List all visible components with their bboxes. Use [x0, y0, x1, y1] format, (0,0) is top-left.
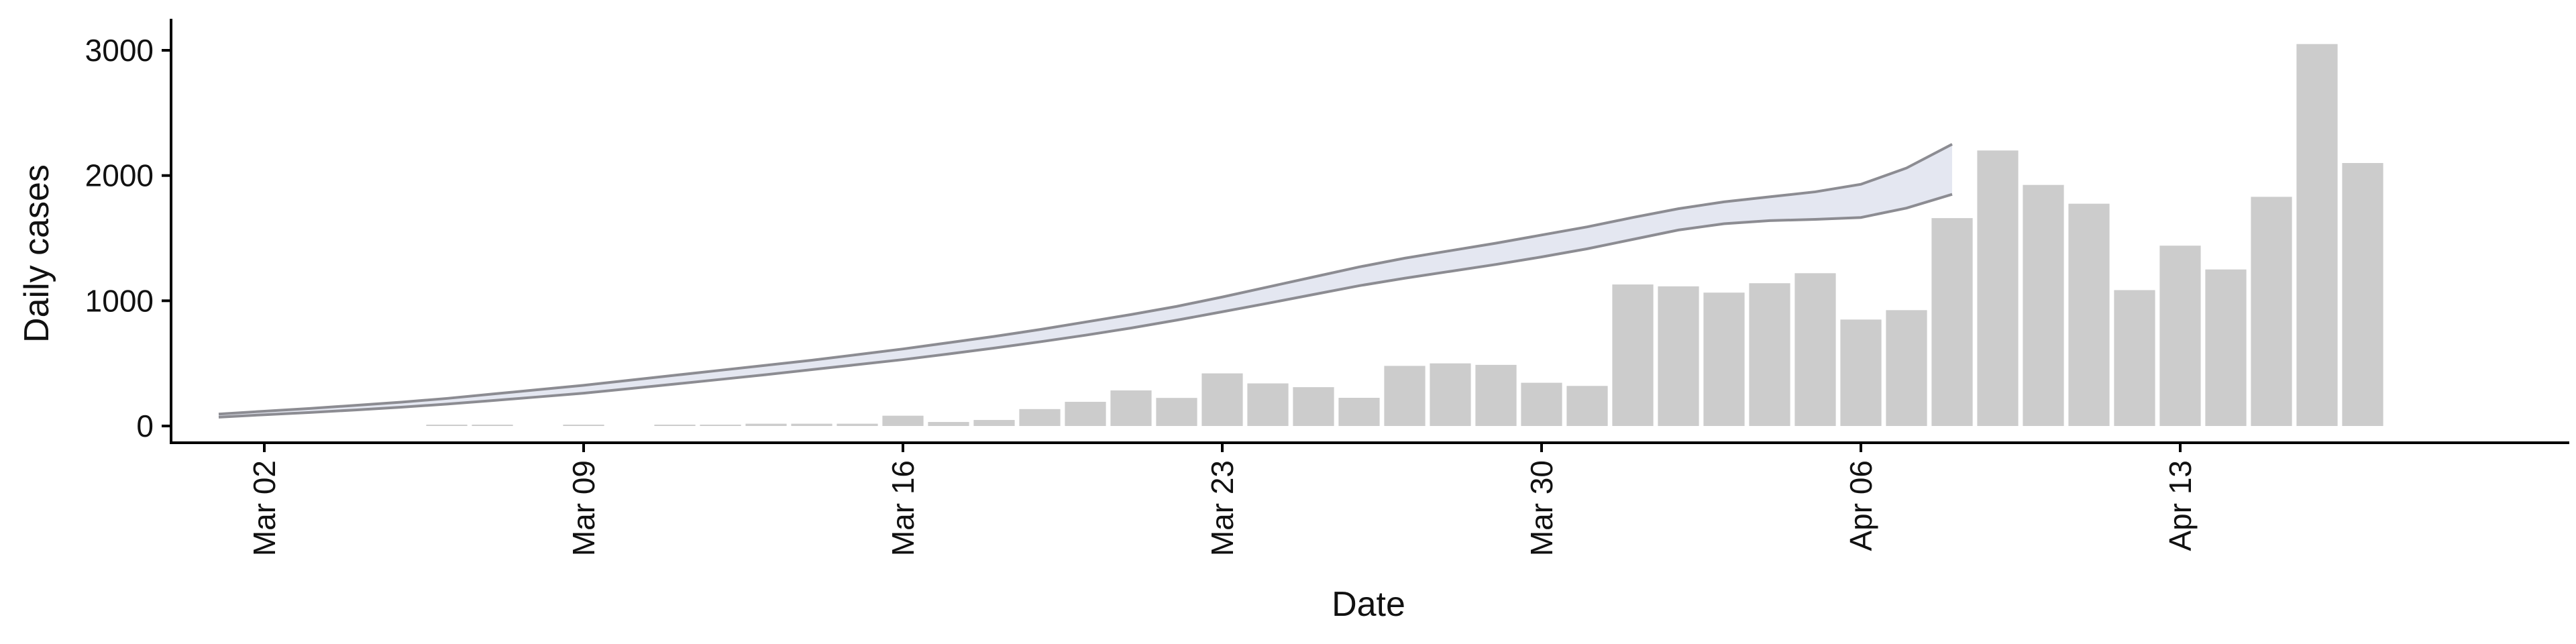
- case-bar: [1703, 292, 1745, 426]
- y-tick-label: 3000: [85, 33, 154, 68]
- y-tick-label: 0: [136, 409, 154, 443]
- case-bar: [2296, 44, 2338, 426]
- x-axis-title: Date: [1332, 585, 1405, 624]
- case-bar: [1156, 398, 1197, 426]
- case-bar: [2068, 203, 2110, 426]
- case-bar: [1521, 382, 1562, 426]
- x-tick-label: Mar 30: [1524, 460, 1559, 556]
- case-bar: [1338, 398, 1380, 426]
- case-bar: [745, 423, 787, 426]
- case-bar: [700, 425, 741, 426]
- case-bar: [2114, 290, 2155, 426]
- estimate-upper-line: [218, 143, 1953, 416]
- case-bar: [1612, 284, 1654, 426]
- case-bar: [791, 423, 833, 426]
- case-bar: [1293, 387, 1334, 426]
- case-bar: [2159, 246, 2201, 426]
- case-bar: [1977, 150, 2019, 427]
- case-bar: [2023, 184, 2064, 426]
- case-bar: [1065, 401, 1106, 426]
- x-tick-label: Mar 23: [1205, 460, 1240, 556]
- case-bar: [928, 422, 969, 426]
- case-bar: [1110, 390, 1152, 426]
- bar-layer: [426, 44, 2383, 427]
- case-bar: [2342, 163, 2383, 426]
- estimate-band-layer: [218, 143, 1953, 419]
- case-bar: [1247, 383, 1289, 426]
- case-bar: [1201, 373, 1243, 426]
- x-tick-label: Mar 09: [566, 460, 601, 556]
- case-bar: [472, 425, 513, 426]
- case-bar: [426, 425, 468, 426]
- case-bar: [2205, 269, 2247, 426]
- case-bar: [1384, 366, 1426, 426]
- x-tick-label: Mar 16: [885, 460, 920, 556]
- case-bar: [1886, 310, 1927, 426]
- estimate-lower-line: [218, 193, 1953, 419]
- case-bar: [1475, 364, 1517, 426]
- x-tick-label: Mar 02: [247, 460, 282, 556]
- case-bar: [1794, 273, 1836, 426]
- case-bar: [1931, 218, 1973, 426]
- x-tick-label: Apr 06: [1843, 460, 1878, 551]
- y-tick-label: 2000: [85, 158, 154, 193]
- x-tick-label: Apr 13: [2163, 460, 2198, 551]
- case-bar: [1430, 363, 1471, 426]
- case-bar: [882, 415, 924, 426]
- case-bar: [563, 425, 604, 426]
- case-bar: [1749, 283, 1790, 426]
- case-bar: [1658, 286, 1699, 426]
- case-bar: [654, 425, 696, 426]
- x-axis-ticks: Mar 02 Mar 09 Mar 16 Mar 23 Mar 30 Apr 06 Apr …: [247, 443, 2198, 556]
- y-axis-ticks: 0 1000 2000 3000: [85, 33, 171, 443]
- case-bar: [1566, 386, 1608, 426]
- case-bar: [837, 423, 878, 426]
- y-tick-label: 1000: [85, 283, 154, 318]
- case-bar: [2251, 197, 2292, 426]
- y-axis-title: Daily cases: [17, 164, 56, 343]
- case-bar: [973, 420, 1015, 426]
- case-bar: [1840, 319, 1882, 426]
- case-bar: [1019, 409, 1061, 426]
